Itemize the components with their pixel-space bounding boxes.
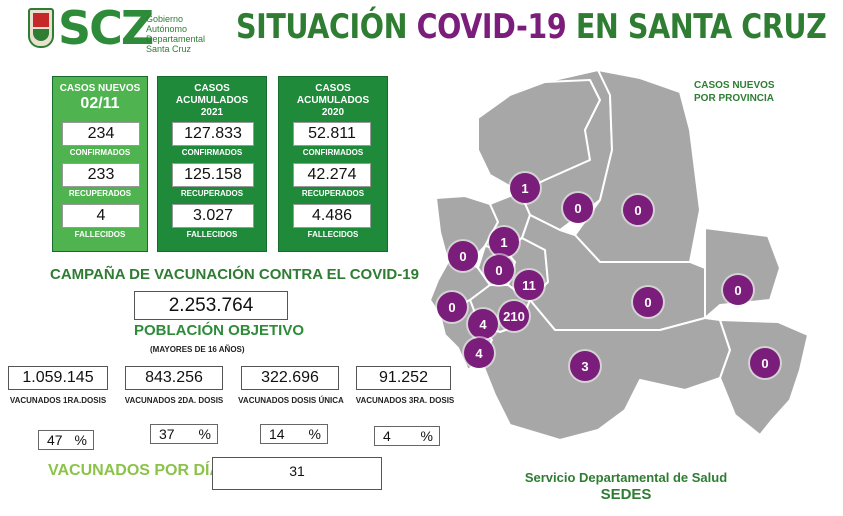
percent-unit: % xyxy=(198,426,211,442)
confirmed-label: CONFIRMADOS xyxy=(302,148,364,157)
scz-logo: SCZ xyxy=(58,1,154,55)
map-title: CASOS NUEVOS POR PROVINCIA xyxy=(694,79,775,105)
recovered-label: RECUPERADOS xyxy=(68,189,132,198)
province-region xyxy=(704,227,781,319)
confirmed-label: CONFIRMADOS xyxy=(69,148,131,157)
percent-value: 4 xyxy=(383,428,391,444)
title-part-location: EN SANTA CRUZ xyxy=(575,7,827,47)
card-title: CASOS ACUMULADOS xyxy=(296,83,370,106)
map-title-line: POR PROVINCIA xyxy=(694,93,775,104)
dose2-percent: 37 % xyxy=(150,424,218,444)
card-year: 2020 xyxy=(321,107,345,118)
percent-unit: % xyxy=(420,428,433,444)
title-part-situation: SITUACIÓN xyxy=(236,7,408,47)
card-header: CASOS ACUMULADOS 2020 xyxy=(279,77,387,119)
province-count-bubble: 4 xyxy=(468,309,498,339)
dose2-label: VACUNADOS 2DA. DOSIS xyxy=(124,396,224,405)
card-header: CASOS ACUMULADOS 2021 xyxy=(158,77,266,119)
dose3-label: VACUNADOS 3RA. DOSIS xyxy=(355,396,455,405)
percent-value: 47 xyxy=(47,432,63,448)
recovered-label: RECUPERADOS xyxy=(301,189,365,198)
new-recovered-value: 233 xyxy=(62,163,140,187)
confirmed-label: CONFIRMADOS xyxy=(181,148,243,157)
card-title: CASOS NUEVOS xyxy=(59,83,141,94)
target-population-label: POBLACIÓN OBJETIVO xyxy=(134,322,305,339)
health-service-credit: Servicio Departamental de Salud SEDES xyxy=(504,470,748,504)
province-count-bubble: 0 xyxy=(448,241,478,271)
dose1-value: 1.059.145 xyxy=(8,366,108,390)
card-header: CASOS NUEVOS 02/11 xyxy=(53,77,147,112)
page-title: SITUACIÓN COVID-19 EN SANTA CRUZ xyxy=(236,6,827,48)
single-dose-label: VACUNADOS DOSIS ÚNICA xyxy=(238,396,344,405)
card-date: 02/11 xyxy=(80,95,120,112)
province-count-bubble: 1 xyxy=(489,227,519,257)
acc2020-recovered-value: 42.274 xyxy=(293,163,371,187)
new-deaths-value: 4 xyxy=(62,204,140,228)
province-count-bubble: 0 xyxy=(484,255,514,285)
province-count-bubble: 0 xyxy=(750,348,780,378)
gov-line: Santa Cruz xyxy=(146,44,192,54)
dose1-label: VACUNADOS 1RA.DOSIS xyxy=(9,396,107,405)
single-dose-percent: 14 % xyxy=(260,424,328,444)
dose1-percent: 47 % xyxy=(38,430,94,450)
province-count-bubble: 210 xyxy=(499,301,529,331)
dose2-value: 843.256 xyxy=(125,366,223,390)
new-cases-card: CASOS NUEVOS 02/11 234 CONFIRMADOS 233 R… xyxy=(52,76,148,252)
vaccination-campaign-title: CAMPAÑA DE VACUNACIÓN CONTRA EL COVID-19 xyxy=(50,266,419,283)
gov-line: Departamental xyxy=(146,34,206,44)
acc2020-confirmed-value: 52.811 xyxy=(293,122,371,146)
government-name: Gobierno Autónomo Departamental Santa Cr… xyxy=(146,14,216,54)
province-count-bubble: 1 xyxy=(510,173,540,203)
province-count-bubble: 4 xyxy=(464,338,494,368)
coat-of-arms-icon xyxy=(28,8,54,48)
province-count-bubble: 0 xyxy=(623,195,653,225)
accumulated-2021-card: CASOS ACUMULADOS 2021 127.833 CONFIRMADO… xyxy=(157,76,267,252)
acc2020-deaths-value: 4.486 xyxy=(293,204,371,228)
acc2021-deaths-value: 3.027 xyxy=(172,204,254,228)
map-title-line: CASOS NUEVOS xyxy=(694,80,775,91)
deaths-label: FALLECIDOS xyxy=(186,230,238,239)
vaccinated-per-day-value: 31 xyxy=(212,457,382,490)
health-service-name: Servicio Departamental de Salud xyxy=(524,470,728,485)
gov-line: Gobierno xyxy=(146,14,184,24)
province-count-bubble: 0 xyxy=(563,193,593,223)
target-population-sublabel: (MAYORES DE 16 AÑOS) xyxy=(150,345,245,354)
title-part-covid: COVID-19 xyxy=(416,7,567,47)
province-region xyxy=(479,299,731,441)
province-count-bubble: 0 xyxy=(633,287,663,317)
health-service-acronym: SEDES xyxy=(600,486,652,503)
gov-line: Autónomo xyxy=(146,24,188,34)
vaccinated-per-day-label: VACUNADOS POR DÍA xyxy=(48,462,222,479)
target-population-value: 2.253.764 xyxy=(134,291,288,320)
province-count-bubble: 0 xyxy=(437,292,467,322)
dose3-percent: 4 % xyxy=(374,426,440,446)
card-year: 2021 xyxy=(200,107,224,118)
province-count-bubble: 3 xyxy=(570,351,600,381)
percent-unit: % xyxy=(308,426,321,442)
deaths-label: FALLECIDOS xyxy=(307,230,359,239)
percent-value: 37 xyxy=(159,426,175,442)
new-confirmed-value: 234 xyxy=(62,122,140,146)
recovered-label: RECUPERADOS xyxy=(180,189,244,198)
province-count-bubble: 11 xyxy=(514,270,544,300)
province-count-bubble: 0 xyxy=(723,275,753,305)
accumulated-2020-card: CASOS ACUMULADOS 2020 52.811 CONFIRMADOS… xyxy=(278,76,388,252)
percent-unit: % xyxy=(74,432,87,448)
deaths-label: FALLECIDOS xyxy=(74,230,126,239)
dose3-value: 91.252 xyxy=(356,366,451,390)
card-title: CASOS ACUMULADOS xyxy=(175,83,249,106)
percent-value: 14 xyxy=(269,426,285,442)
single-dose-value: 322.696 xyxy=(241,366,339,390)
acc2021-confirmed-value: 127.833 xyxy=(172,122,254,146)
acc2021-recovered-value: 125.158 xyxy=(172,163,254,187)
